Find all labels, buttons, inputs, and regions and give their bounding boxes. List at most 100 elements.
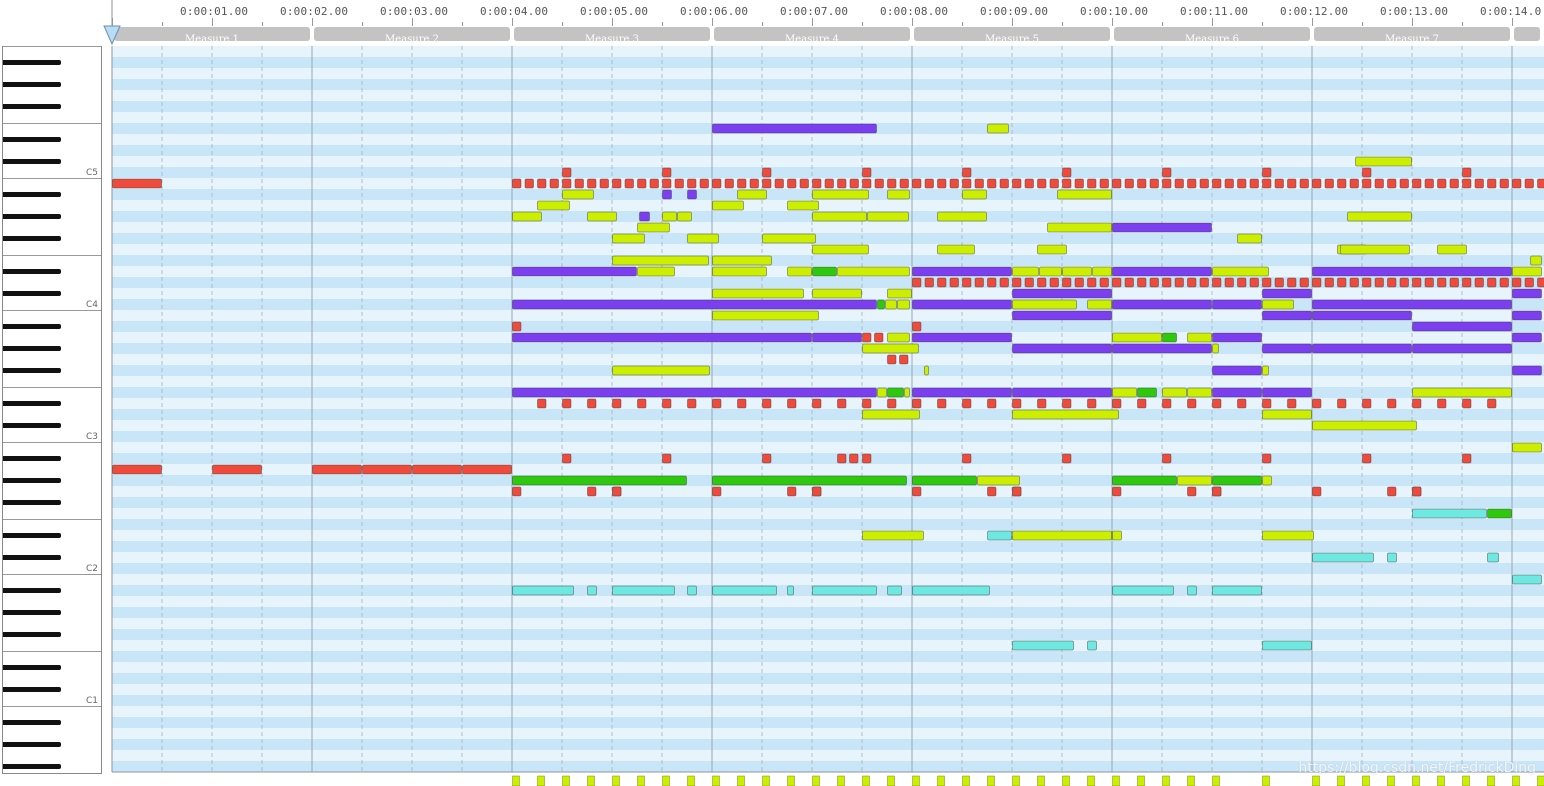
note-red[interactable]: [912, 277, 922, 288]
note-purple[interactable]: [1262, 387, 1312, 398]
note-lime[interactable]: [612, 255, 709, 266]
note-red[interactable]: [1037, 178, 1047, 189]
note-red[interactable]: [1037, 398, 1047, 409]
black-key[interactable]: [3, 401, 61, 406]
note-red[interactable]: [1112, 398, 1122, 409]
note-red[interactable]: [1462, 277, 1472, 288]
note-red[interactable]: [512, 321, 522, 332]
note-red[interactable]: [1374, 277, 1384, 288]
black-key[interactable]: [3, 423, 61, 428]
note-lime[interactable]: [1347, 211, 1412, 222]
note-lime[interactable]: [1087, 299, 1112, 310]
note-cyan[interactable]: [1212, 585, 1262, 596]
note-red[interactable]: [599, 178, 609, 189]
note-red[interactable]: [1199, 178, 1209, 189]
note-red[interactable]: [1224, 277, 1234, 288]
note-lime[interactable]: [812, 288, 862, 299]
note-lime[interactable]: [562, 189, 594, 200]
note-red[interactable]: [887, 398, 897, 409]
velocity-marker[interactable]: [637, 775, 645, 786]
note-red[interactable]: [699, 178, 709, 189]
note-purple[interactable]: [512, 299, 877, 310]
note-red[interactable]: [1262, 178, 1272, 189]
note-red[interactable]: [1324, 277, 1334, 288]
note-red[interactable]: [924, 178, 934, 189]
note-red[interactable]: [1462, 167, 1472, 178]
note-red[interactable]: [1287, 277, 1297, 288]
measure-header[interactable]: Measure 6: [1114, 27, 1310, 45]
note-red[interactable]: [737, 178, 747, 189]
note-cyan[interactable]: [1387, 552, 1397, 563]
note-purple[interactable]: [639, 211, 650, 222]
note-purple[interactable]: [1312, 266, 1512, 277]
velocity-marker[interactable]: [537, 775, 545, 786]
note-lime[interactable]: [1112, 530, 1122, 541]
black-key[interactable]: [3, 555, 61, 560]
black-key[interactable]: [3, 104, 61, 109]
note-purple[interactable]: [1112, 222, 1212, 233]
velocity-marker[interactable]: [612, 775, 620, 786]
note-red[interactable]: [1212, 178, 1222, 189]
note-lime[interactable]: [877, 387, 887, 398]
note-red[interactable]: [937, 178, 947, 189]
velocity-marker[interactable]: [812, 775, 820, 786]
note-green[interactable]: [512, 475, 687, 486]
note-purple[interactable]: [1262, 343, 1312, 354]
note-red[interactable]: [1212, 398, 1222, 409]
note-red[interactable]: [524, 178, 534, 189]
note-red[interactable]: [1299, 178, 1309, 189]
note-red[interactable]: [1312, 277, 1322, 288]
note-lime[interactable]: [787, 200, 819, 211]
note-cyan[interactable]: [587, 585, 597, 596]
note-lime[interactable]: [1512, 442, 1542, 453]
note-red[interactable]: [1137, 178, 1147, 189]
note-lime[interactable]: [862, 409, 920, 420]
note-cyan[interactable]: [712, 585, 777, 596]
note-red[interactable]: [549, 178, 559, 189]
note-lime[interactable]: [1092, 266, 1112, 277]
note-purple[interactable]: [1012, 387, 1112, 398]
velocity-marker[interactable]: [1512, 775, 1520, 786]
note-cyan[interactable]: [1012, 640, 1074, 651]
note-red[interactable]: [1162, 277, 1172, 288]
note-lime[interactable]: [712, 255, 772, 266]
velocity-marker[interactable]: [662, 775, 670, 786]
note-red[interactable]: [962, 178, 972, 189]
note-red[interactable]: [862, 178, 872, 189]
note-purple[interactable]: [1212, 299, 1262, 310]
black-key[interactable]: [3, 324, 61, 329]
note-red[interactable]: [562, 398, 572, 409]
velocity-marker[interactable]: [1412, 775, 1420, 786]
note-red[interactable]: [662, 453, 672, 464]
note-red[interactable]: [1062, 398, 1072, 409]
note-red[interactable]: [112, 178, 162, 189]
note-red[interactable]: [1474, 277, 1484, 288]
timeline-ruler[interactable]: 0:00:01.00 0:00:02.00 0:00:03.00 0:00:04.00…: [0, 0, 1544, 46]
note-red[interactable]: [987, 486, 997, 497]
note-red[interactable]: [1062, 167, 1072, 178]
note-red[interactable]: [1012, 486, 1022, 497]
note-purple[interactable]: [512, 266, 637, 277]
black-key[interactable]: [3, 742, 61, 747]
note-red[interactable]: [862, 167, 872, 178]
note-lime[interactable]: [1262, 299, 1294, 310]
note-lime[interactable]: [812, 211, 867, 222]
note-red[interactable]: [1162, 178, 1172, 189]
note-red[interactable]: [312, 464, 362, 475]
note-red[interactable]: [1124, 178, 1134, 189]
velocity-marker[interactable]: [562, 775, 570, 786]
note-red[interactable]: [812, 486, 822, 497]
note-red[interactable]: [712, 178, 722, 189]
velocity-marker[interactable]: [1087, 775, 1095, 786]
measure-header[interactable]: Measure 1: [114, 27, 310, 45]
note-red[interactable]: [937, 398, 947, 409]
note-red[interactable]: [787, 178, 797, 189]
note-purple[interactable]: [1262, 288, 1312, 299]
note-red[interactable]: [912, 321, 922, 332]
black-key[interactable]: [3, 610, 61, 615]
black-key[interactable]: [3, 456, 61, 461]
note-lime[interactable]: [924, 365, 929, 376]
note-purple[interactable]: [512, 332, 812, 343]
black-key[interactable]: [3, 192, 61, 197]
